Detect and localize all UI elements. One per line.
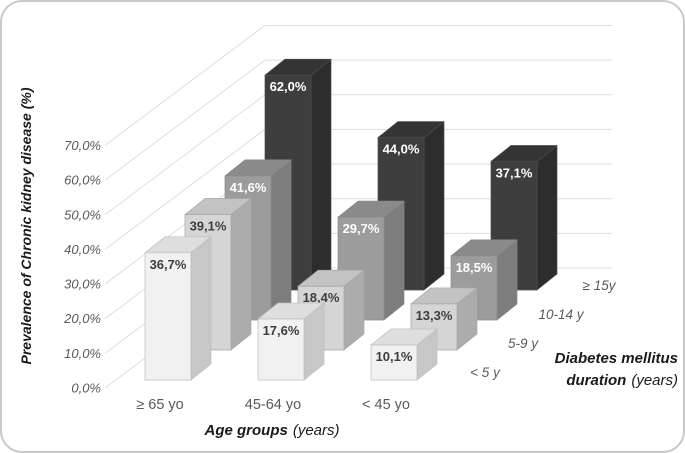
y-axis-tick-label: 10,0% [64, 346, 101, 361]
bar-front-face [257, 318, 305, 381]
bar-value-label: 62,0% [270, 79, 307, 94]
y-axis-tick-label: 70,0% [64, 138, 101, 153]
x-axis-title-main: Age groups [204, 422, 288, 439]
bar-value-label: 18,5% [456, 260, 493, 275]
bar-side-face [383, 200, 405, 321]
bar-value-label: 39,1% [190, 219, 227, 234]
depth-axis-tick-label: < 5 y [470, 365, 501, 380]
depth-axis-title-line2: duration (years) [566, 372, 678, 389]
x-axis-title-unit: (years) [292, 422, 340, 439]
depth-axis-tick-label: ≥ 15y [583, 278, 617, 293]
bar-side-face [423, 121, 445, 291]
depth-axis-title-line1: Diabetes mellitus [554, 350, 678, 367]
grid-line [104, 59, 612, 181]
bar-value-label: 10,1% [376, 349, 413, 364]
bar-value-label: 17,6% [263, 323, 300, 338]
y-axis-tick-label: 60,0% [64, 173, 101, 188]
x-axis-title: Age groups (years) [97, 422, 447, 439]
bar-side-face [190, 236, 212, 381]
depth-axis-tick-label: 10-14 y [538, 307, 584, 322]
bar-side-face [536, 145, 558, 291]
bar-side-face [310, 58, 332, 291]
bar-front-face [370, 344, 418, 381]
bar-value-label: 36,7% [150, 257, 187, 272]
y-axis-tick-label: 40,0% [64, 242, 101, 257]
depth-axis-tick-label: 5-9 y [508, 336, 539, 351]
depth-axis-title: Diabetes mellitus duration (years) [448, 348, 678, 392]
x-axis-tick-label: ≥ 65 yo [136, 397, 183, 413]
x-axis-tick-label: 45-64 yo [245, 397, 301, 413]
bar-value-label: 44,0% [383, 142, 420, 157]
bar-value-label: 13,3% [416, 308, 453, 323]
y-axis-tick-label: 50,0% [64, 207, 101, 222]
bar-front-face [144, 252, 192, 381]
bar-value-label: 18,4% [303, 290, 340, 305]
bar-value-label: 37,1% [496, 165, 533, 180]
y-axis-tick-label: 30,0% [64, 277, 101, 292]
bar-value-label: 29,7% [343, 221, 380, 236]
bar-side-face [270, 159, 292, 321]
y-axis-tick-label: 0,0% [71, 381, 101, 396]
bar-side-face [230, 198, 252, 351]
x-axis-tick-label: < 45 yo [362, 397, 410, 413]
grid-line [104, 24, 612, 146]
bar-value-label: 41,6% [230, 180, 267, 195]
y-axis-tick-label: 20,0% [63, 311, 101, 326]
y-axis-title: Prevalence of Chronic kidney disease (%) [18, 87, 34, 365]
